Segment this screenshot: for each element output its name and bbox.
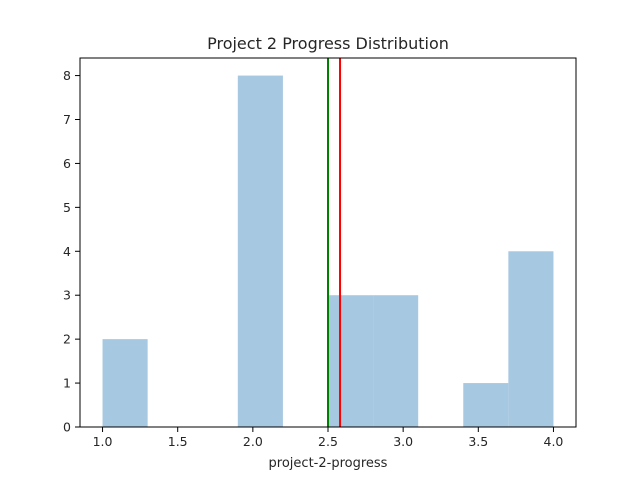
- histogram-bar: [373, 295, 419, 427]
- bars-group: [102, 75, 554, 428]
- x-tick-label: 2.5: [318, 434, 338, 449]
- y-tick-label: 2: [63, 332, 71, 347]
- vertical-lines-group: [327, 58, 342, 427]
- y-tick-label: 6: [63, 156, 71, 171]
- y-tick-label: 8: [63, 68, 71, 83]
- x-tick-label: 4.0: [544, 434, 564, 449]
- y-tick-label: 5: [63, 200, 71, 215]
- x-tick-label: 2.0: [243, 434, 263, 449]
- x-axis-label: project-2-progress: [269, 456, 388, 471]
- y-tick-label: 7: [63, 112, 71, 127]
- histogram-bar: [102, 339, 148, 427]
- histogram-bar: [508, 251, 554, 427]
- y-tick-label: 4: [63, 244, 71, 259]
- x-tick-label: 1.0: [93, 434, 113, 449]
- y-tick-label: 1: [63, 376, 71, 391]
- x-tick-label: 3.0: [393, 434, 413, 449]
- x-axis-ticks: 1.0 1.5 2.0 2.5 3.0 3.5 4.0: [93, 427, 564, 449]
- histogram-bar: [328, 295, 374, 427]
- chart-title: Project 2 Progress Distribution: [207, 34, 449, 53]
- y-tick-label: 3: [63, 288, 71, 303]
- x-tick-label: 3.5: [468, 434, 488, 449]
- histogram-bar: [463, 383, 509, 427]
- y-tick-label: 0: [63, 420, 71, 435]
- y-axis-ticks: 0 1 2 3 4 5 6 7 8: [63, 68, 80, 435]
- x-tick-label: 1.5: [168, 434, 188, 449]
- histogram-bar: [237, 75, 283, 428]
